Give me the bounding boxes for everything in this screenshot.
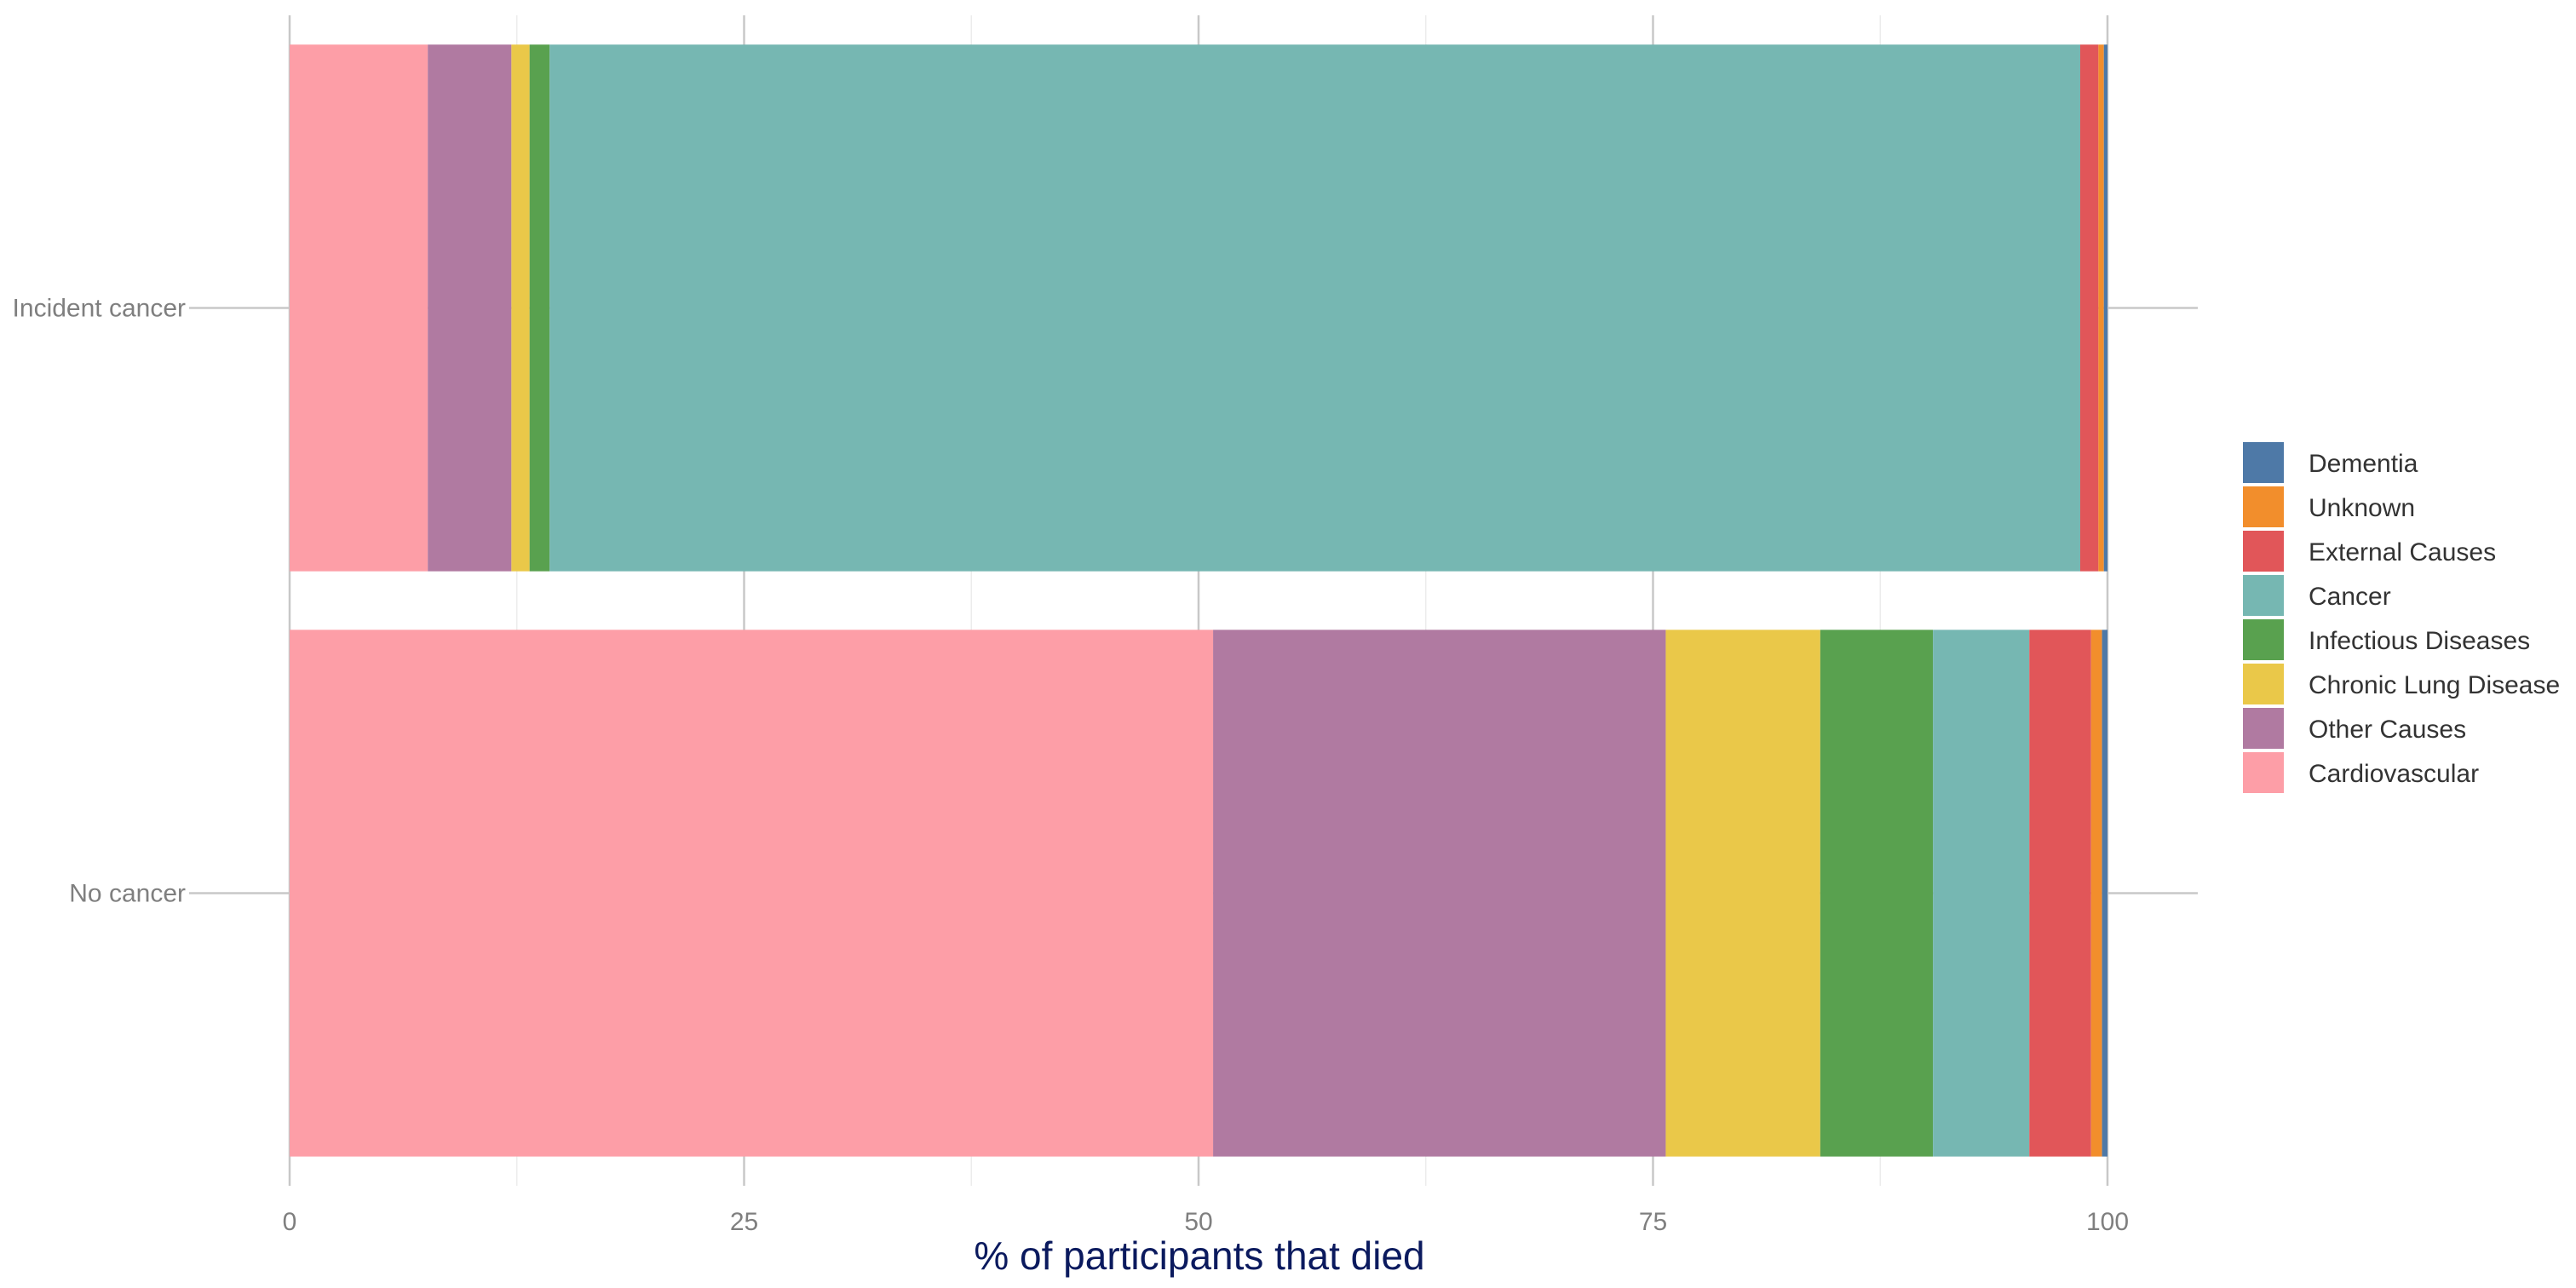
x-axis-title: % of participants that died	[974, 1233, 1424, 1278]
bar-segment	[1665, 630, 1820, 1157]
bar-segment	[529, 44, 550, 572]
x-tick-label: 50	[1184, 1208, 1212, 1236]
category-label: Incident cancer	[13, 295, 186, 323]
bar-segment	[2090, 630, 2102, 1157]
x-tick-label: 75	[1639, 1208, 1667, 1236]
bar-segment	[549, 44, 2080, 572]
legend-label: Other Causes	[2309, 716, 2466, 744]
bar-segment	[2102, 630, 2107, 1157]
x-tick-label: 100	[2086, 1208, 2129, 1236]
legend-label: Unknown	[2309, 494, 2415, 522]
bar-segment	[2098, 44, 2104, 572]
bar-segment	[1933, 630, 2030, 1157]
legend-swatch	[2241, 485, 2286, 529]
legend-label: External Causes	[2309, 538, 2496, 566]
legend-swatch	[2241, 440, 2286, 485]
x-tick-labels: 0 25 50 75 100	[283, 1208, 2129, 1236]
category-label: No cancer	[69, 880, 186, 908]
legend-label: Chronic Lung Disease	[2309, 671, 2560, 699]
legend-swatch	[2241, 618, 2286, 662]
legend: Dementia Unknown External Causes Cancer Infe…	[2241, 440, 2560, 795]
legend-swatch	[2241, 706, 2286, 750]
legend-label: Dementia	[2309, 450, 2418, 478]
bar-segment	[428, 44, 512, 572]
bar-segment	[511, 44, 530, 572]
x-tick-label: 0	[283, 1208, 297, 1236]
bar-segment	[290, 630, 1214, 1157]
legend-swatch	[2241, 750, 2286, 795]
legend-label: Cancer	[2309, 583, 2391, 611]
bar-segment	[2029, 630, 2091, 1157]
bar-segments	[290, 44, 2107, 1157]
x-tick-label: 25	[730, 1208, 758, 1236]
legend-label: Cardiovascular	[2309, 760, 2479, 788]
legend-label: Infectious Diseases	[2309, 627, 2530, 655]
legend-swatch	[2241, 529, 2286, 573]
bar-segment	[1820, 630, 1934, 1157]
legend-swatch	[2241, 573, 2286, 618]
bar-segment	[2103, 44, 2107, 572]
legend-swatch	[2241, 662, 2286, 706]
bar-segment	[290, 44, 428, 572]
category-labels: Incident cancer No cancer	[13, 295, 186, 908]
bar-segment	[2079, 44, 2099, 572]
bar-segment	[1213, 630, 1666, 1157]
